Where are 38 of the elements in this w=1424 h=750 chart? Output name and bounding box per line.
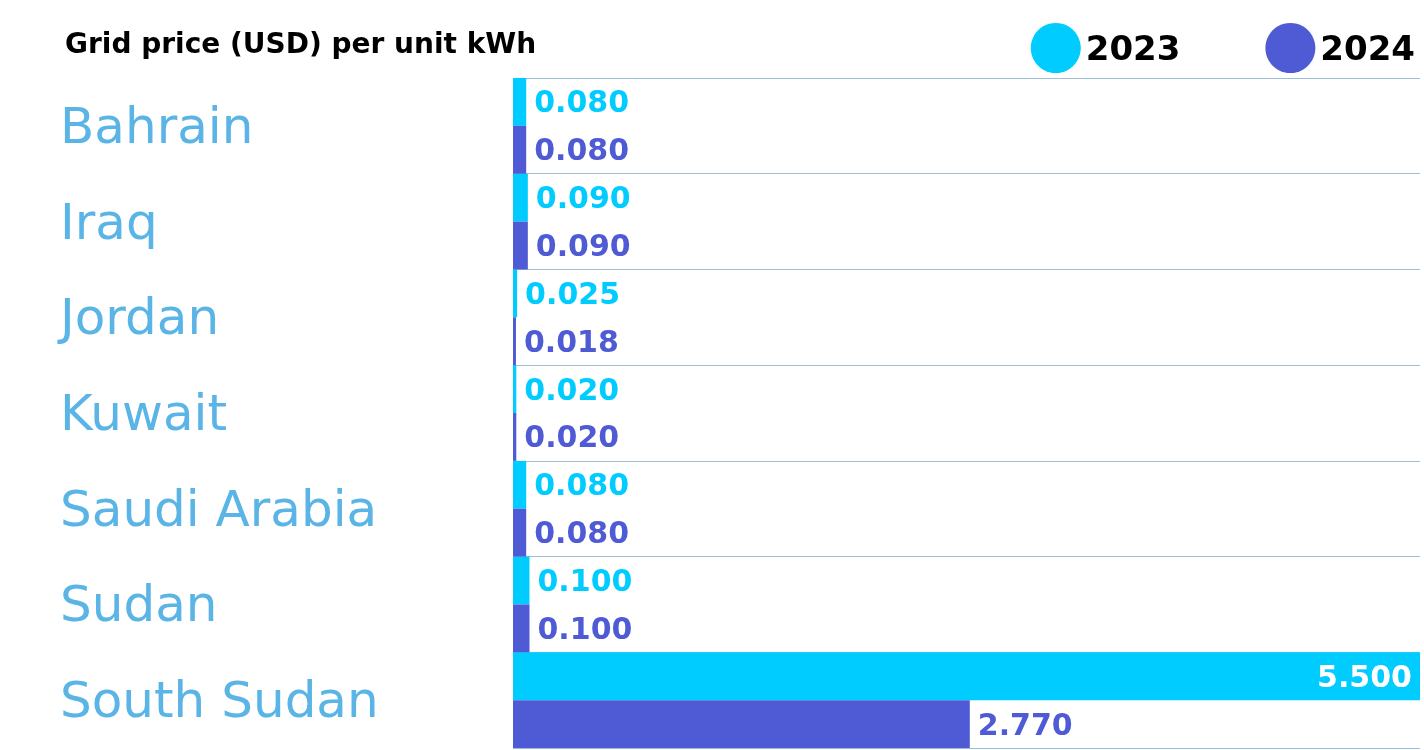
legend-label: 2023 [1085, 28, 1181, 68]
data-label: 0.090 [535, 180, 631, 216]
bar [513, 269, 518, 318]
bar [513, 173, 528, 222]
data-label: 0.090 [535, 228, 631, 263]
y-tick-label: Sudan [60, 575, 218, 634]
bar [513, 508, 527, 557]
data-label: 0.080 [534, 467, 630, 503]
bar [513, 700, 970, 748]
chart-title: Grid price (USD) per unit kWh [65, 26, 537, 60]
data-label: 0.080 [534, 515, 630, 551]
y-tick-label: Jordan [57, 288, 220, 347]
bar [513, 652, 1420, 701]
data-label: 0.080 [534, 84, 630, 120]
y-tick-label: Saudi Arabia [60, 479, 378, 538]
bar [513, 125, 527, 174]
data-label: 0.025 [525, 275, 621, 311]
y-tick-label: Kuwait [60, 384, 228, 442]
bar [513, 413, 517, 461]
data-label: 2.770 [977, 706, 1073, 742]
bar [513, 604, 530, 653]
y-tick-label: Bahrain [60, 96, 254, 155]
bar [513, 365, 517, 413]
data-label: 0.020 [524, 419, 620, 455]
data-label: 0.018 [523, 323, 619, 359]
bar [513, 556, 530, 605]
bar [513, 317, 516, 366]
data-label: 0.100 [537, 563, 633, 598]
data-label: 0.100 [537, 610, 633, 646]
bar [513, 460, 527, 509]
bar [513, 221, 528, 270]
bar [513, 78, 527, 126]
y-tick-label: Iraq [60, 192, 158, 251]
data-label: 5.500 [1317, 658, 1412, 694]
data-label: 0.020 [524, 371, 620, 407]
legend-label: 2024 [1320, 28, 1416, 68]
y-tick-label: South Sudan [60, 671, 379, 730]
data-label: 0.080 [534, 132, 630, 168]
